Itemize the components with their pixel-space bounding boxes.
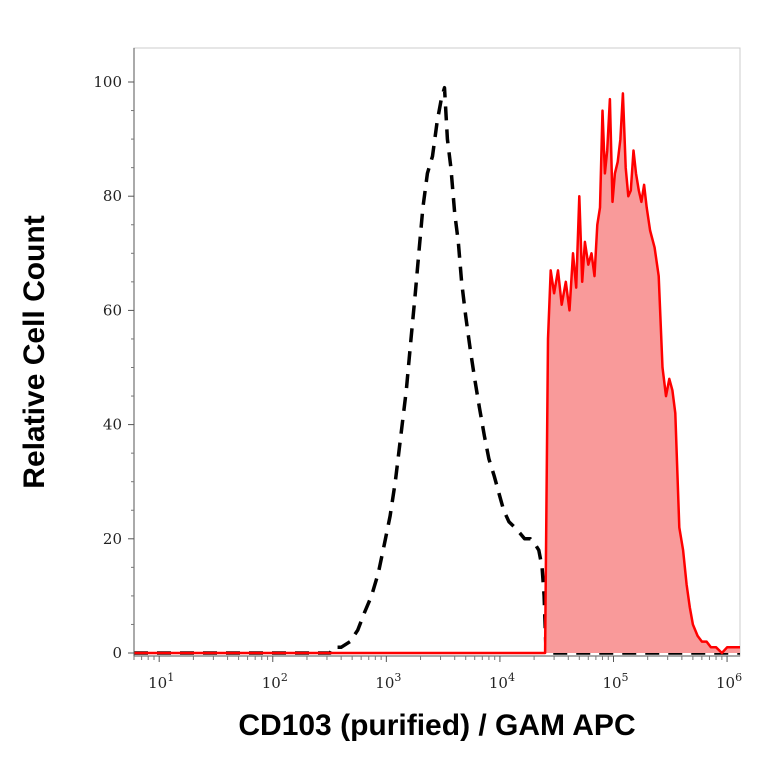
y-tick-label-0: 0 <box>112 644 122 662</box>
x-axis-title: CD103 (purified) / GAM APC <box>238 709 635 742</box>
y-tick-label-5: 100 <box>93 73 122 91</box>
y-tick-label-3: 60 <box>103 301 122 319</box>
x-tick-label-0: 101 <box>148 671 174 692</box>
axes-layer: 0 20 40 60 80 100 101 102 103 104 105 106 <box>93 73 742 692</box>
series-1-fill <box>134 93 740 653</box>
y-tick-label-4: 80 <box>103 187 122 205</box>
x-tick-label-4: 105 <box>602 671 628 692</box>
y-axis-title: Relative Cell Count <box>18 215 51 488</box>
x-tick-label-1: 102 <box>262 671 288 692</box>
series-1-line <box>134 92 740 655</box>
series-layer <box>134 85 740 655</box>
x-tick-label-2: 103 <box>375 671 401 692</box>
y-tick-label-1: 20 <box>103 530 122 548</box>
y-tick-label-2: 40 <box>103 416 122 434</box>
x-tick-label-5: 106 <box>716 671 742 692</box>
series-0-line <box>134 85 740 655</box>
x-tick-label-3: 104 <box>489 671 515 692</box>
